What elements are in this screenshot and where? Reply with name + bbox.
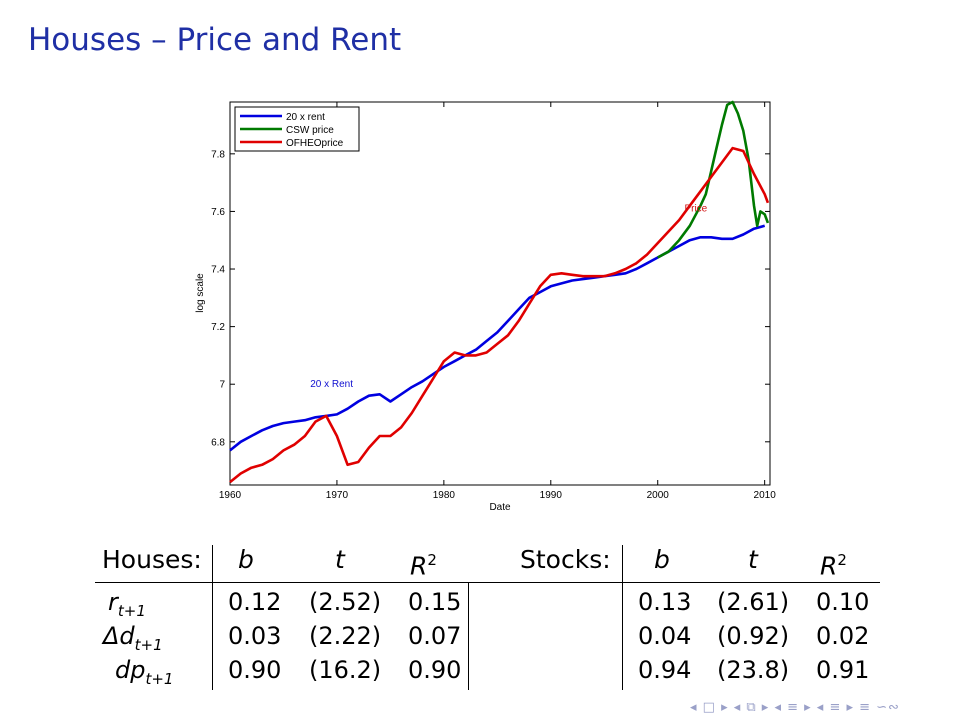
houses-r-t: (2.52) — [309, 588, 382, 616]
row-label-r-var: r — [108, 588, 118, 616]
plot-frame — [229, 101, 771, 486]
houses-dd-r2: 0.07 — [408, 622, 462, 650]
y-tick-label: 6.8 — [211, 437, 225, 448]
row-label-dp: dpt+1 — [115, 656, 173, 693]
x-tick-label: 1970 — [326, 490, 349, 501]
x-tick-label: 2010 — [754, 490, 777, 501]
annotation-price: Price — [684, 203, 707, 214]
series-line-ofheoprice — [229, 146, 770, 484]
stocks-r-t: (2.61) — [717, 588, 790, 616]
stocks-dp-r2: 0.91 — [816, 656, 870, 684]
y-tick-label: 7.8 — [211, 149, 225, 160]
y-tick-label: 7.6 — [211, 207, 225, 218]
y-tick-label: 7.4 — [211, 265, 225, 276]
legend-label-ofheo: OFHEOprice — [286, 138, 344, 149]
houses-col-r2-letter: R — [410, 551, 428, 581]
legend-label-csw: CSW price — [286, 125, 334, 136]
beamer-navigation[interactable]: ◂ □ ▸ ◂ ⧉ ▸ ◂ ≡ ▸ ◂ ≡ ▸ ≡ ∽∾ — [690, 700, 900, 715]
row-label-dp-sub: t+1 — [145, 669, 174, 688]
stocks-col-b: b — [654, 545, 670, 574]
y-axis-label: log scale — [195, 273, 206, 313]
x-tick-label: 2000 — [647, 490, 670, 501]
houses-label: Houses: — [102, 545, 202, 574]
stocks-col-r2: R2 — [820, 546, 847, 580]
header-rule — [95, 582, 880, 583]
x-tick-label: 1960 — [219, 490, 242, 501]
stocks-dd-t: (0.92) — [717, 622, 790, 650]
x-axis-label: Date — [489, 502, 511, 513]
houses-col-b: b — [238, 545, 254, 574]
houses-vrule — [212, 545, 213, 690]
houses-dd-b: 0.03 — [228, 622, 282, 650]
legend-label-rent: 20 x rent — [286, 112, 325, 123]
houses-dp-b: 0.90 — [228, 656, 282, 684]
houses-dd-t: (2.22) — [309, 622, 382, 650]
annotation-rent: 20 x Rent — [310, 379, 353, 390]
y-tick-label: 7.2 — [211, 322, 225, 333]
stocks-col-r2-sup: 2 — [837, 551, 847, 569]
row-label-dd: Δdt+1 — [103, 622, 163, 659]
stocks-r-b: 0.13 — [638, 588, 692, 616]
x-tick-label: 1990 — [540, 490, 563, 501]
series-line-20-x-rent — [229, 224, 766, 452]
houses-dp-t: (16.2) — [309, 656, 382, 684]
stocks-label: Stocks: — [520, 545, 611, 574]
y-tick-label: 7 — [219, 380, 225, 391]
price-rent-chart: 1960 1970 1980 1990 2000 2010 6.8 7 7.2 7.4 7.6 7.8… — [195, 100, 776, 513]
stocks-dp-t: (23.8) — [717, 656, 790, 684]
stocks-dd-r2: 0.02 — [816, 622, 870, 650]
houses-col-t: t — [335, 545, 345, 574]
houses-r-r2: 0.15 — [408, 588, 462, 616]
stocks-r-r2: 0.10 — [816, 588, 870, 616]
houses-col-r2: R2 — [410, 546, 437, 580]
stocks-col-t: t — [748, 545, 758, 574]
series-layer — [229, 100, 770, 484]
slide-title: Houses – Price and Rent — [28, 22, 402, 58]
legend: 20 x rent CSW price OFHEOprice — [234, 106, 360, 152]
row-label-dd-var: Δd — [103, 622, 135, 650]
axis-ticks: 1960 1970 1980 1990 2000 2010 6.8 7 7.2 7.4 7.6 7.8 — [211, 102, 776, 501]
stocks-dd-b: 0.04 — [638, 622, 692, 650]
series-line-csw-price — [657, 100, 770, 259]
stocks-dp-b: 0.94 — [638, 656, 692, 684]
row-label-r: rt+1 — [108, 588, 146, 625]
houses-right-rule — [468, 583, 469, 690]
stocks-vrule — [622, 545, 623, 690]
houses-col-r2-sup: 2 — [427, 551, 437, 569]
row-label-dd-sub: t+1 — [134, 635, 163, 654]
row-label-r-sub: t+1 — [117, 601, 146, 620]
stocks-col-r2-letter: R — [820, 551, 838, 581]
x-tick-label: 1980 — [433, 490, 456, 501]
row-label-dp-var: dp — [115, 656, 146, 684]
houses-dp-r2: 0.90 — [408, 656, 462, 684]
houses-r-b: 0.12 — [228, 588, 282, 616]
